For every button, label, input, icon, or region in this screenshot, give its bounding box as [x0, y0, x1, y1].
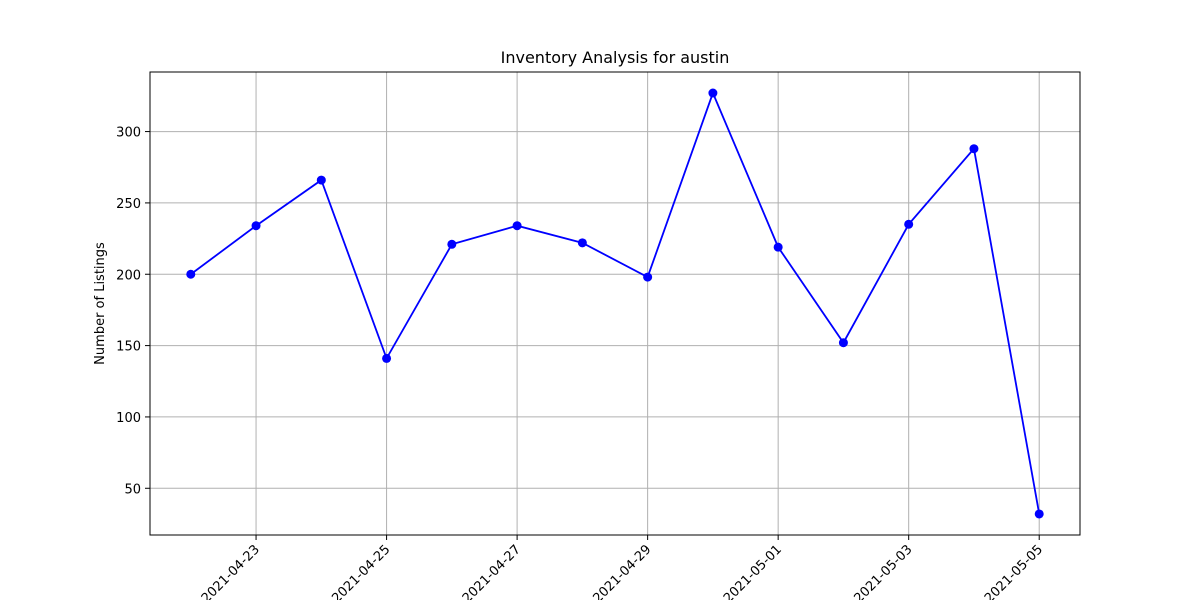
y-tick-label: 100	[116, 411, 141, 426]
x-tick-label: 2021-04-27	[460, 542, 524, 600]
y-tick-label: 200	[116, 268, 141, 283]
data-point	[447, 239, 457, 249]
x-tick-label: 2021-05-01	[721, 542, 785, 600]
data-point	[643, 272, 653, 282]
series-layer	[186, 88, 1044, 519]
data-point	[186, 269, 196, 279]
x-tick-label: 2021-05-05	[982, 542, 1046, 600]
data-point	[904, 219, 914, 229]
data-point	[251, 221, 261, 231]
axes-frame	[149, 71, 1081, 536]
x-tick-label: 2021-04-25	[329, 542, 393, 600]
data-point	[773, 242, 783, 252]
y-axis-label: Number of Listings	[93, 242, 108, 365]
data-point	[512, 221, 522, 231]
data-point	[1034, 509, 1044, 519]
data-point	[969, 144, 979, 154]
x-tick-label: 2021-04-29	[590, 542, 654, 600]
data-point	[316, 175, 326, 185]
y-tick-label: 50	[124, 482, 141, 497]
data-point	[708, 88, 718, 98]
chart-title: Inventory Analysis for austin	[501, 48, 730, 67]
data-point	[382, 353, 392, 363]
x-tick-label: 2021-04-23	[199, 542, 263, 600]
x-tick-label: 2021-05-03	[851, 542, 915, 600]
data-point	[838, 338, 848, 348]
data-point	[577, 238, 587, 248]
grid	[150, 72, 1080, 535]
y-tick-label: 300	[116, 126, 141, 141]
series-line	[190, 90, 1041, 515]
y-tick-label: 150	[116, 340, 141, 355]
y-tick-label: 250	[116, 197, 141, 212]
